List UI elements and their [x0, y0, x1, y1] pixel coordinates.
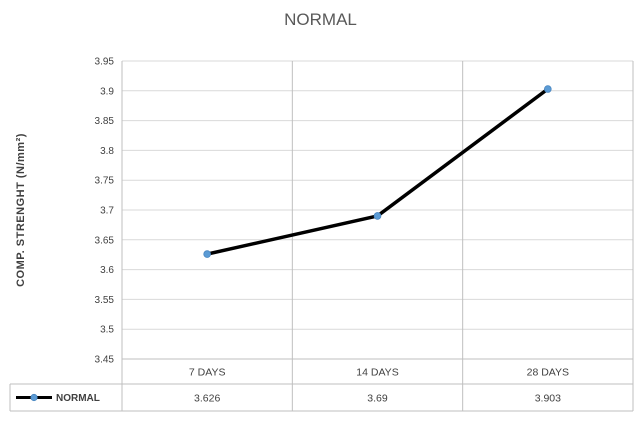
- x-category-label: 7 DAYS: [189, 367, 226, 379]
- legend-marker-key: [30, 393, 38, 402]
- table-value: 3.69: [367, 393, 388, 405]
- y-tick-label: 3.5: [100, 325, 114, 336]
- x-category-label: 28 DAYS: [527, 367, 569, 379]
- data-point: [373, 212, 382, 220]
- data-table: 7 DAYS 14 DAYS 28 DAYS NORMAL 3.626 3.69 3.903: [9, 358, 633, 412]
- y-tick-labels: 3.45 3.5 3.55 3.6 3.65 3.7 3.75 3.8 3.85 3.9 3.95: [95, 57, 115, 366]
- series-normal: [203, 85, 552, 258]
- legend-label: NORMAL: [56, 393, 100, 404]
- y-tick-label: 3.7: [100, 206, 114, 217]
- data-point: [203, 250, 211, 258]
- y-tick-label: 3.65: [95, 235, 115, 246]
- x-category-label: 14 DAYS: [356, 367, 398, 379]
- data-point: [544, 85, 552, 93]
- y-tick-label: 3.95: [95, 57, 115, 68]
- y-tick-label: 3.6: [100, 265, 114, 276]
- y-tick-label: 3.45: [95, 355, 115, 366]
- y-tick-label: 3.8: [100, 146, 114, 157]
- table-value: 3.903: [535, 393, 561, 405]
- table-value: 3.626: [194, 393, 220, 405]
- y-tick-label: 3.9: [100, 86, 114, 97]
- y-tick-label: 3.85: [95, 116, 115, 127]
- y-axis-label: COMP. STRENGHT (N/mm²): [15, 133, 27, 287]
- chart-title: NORMAL: [284, 10, 357, 29]
- axes: [121, 61, 634, 411]
- y-tick-label: 3.75: [95, 176, 115, 187]
- series-line-normal: [205, 87, 550, 256]
- grid-lines: [122, 60, 633, 360]
- y-tick-label: 3.55: [95, 295, 115, 306]
